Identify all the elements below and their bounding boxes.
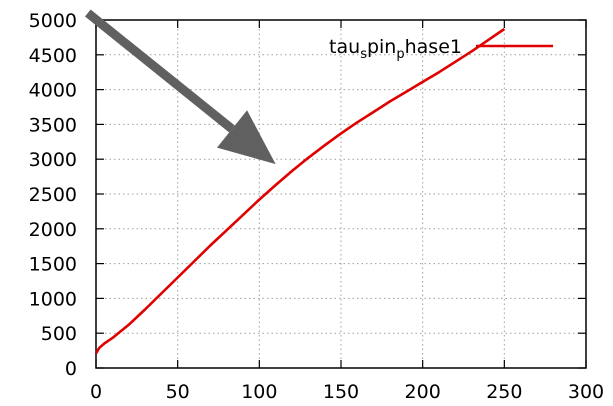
x-tick-label: 100 — [241, 381, 277, 403]
series-line — [94, 27, 506, 355]
y-tick-label: 4000 — [29, 80, 77, 102]
legend-text-part: tau — [329, 36, 360, 58]
x-tick-label: 150 — [323, 381, 359, 403]
y-tick-label: 5000 — [29, 10, 77, 32]
legend-text-part: s — [360, 47, 367, 62]
y-tick-label: 500 — [41, 323, 77, 345]
y-tick-label: 1000 — [29, 288, 77, 310]
y-tick-labels: 0 500 1000 1500 2000 2500 3000 3500 4000 4500 5000 — [29, 10, 77, 380]
x-tick-label: 50 — [166, 381, 190, 403]
y-tick-label: 3500 — [29, 114, 77, 136]
x-tick-label: 250 — [486, 381, 522, 403]
grid-lines — [96, 20, 586, 368]
legend-text-part: pin — [367, 36, 396, 58]
legend: tauspinphase1 — [329, 36, 553, 62]
x-tick-label: 200 — [405, 381, 441, 403]
y-tick-label: 3000 — [29, 149, 77, 171]
legend-label: tauspinphase1 — [329, 36, 462, 62]
annotations — [85, 9, 276, 165]
arrow-shaft — [85, 9, 235, 133]
y-tick-label: 0 — [65, 358, 77, 380]
y-tick-label: 2500 — [29, 184, 77, 206]
legend-text-part: p — [396, 47, 404, 62]
x-tick-label: 0 — [90, 381, 102, 403]
x-tick-label: 300 — [568, 381, 604, 403]
arrow-head — [216, 110, 276, 165]
series-lines — [94, 27, 506, 355]
y-tick-label: 1500 — [29, 254, 77, 276]
x-tick-labels: 0 50 100 150 200 250 300 — [90, 381, 604, 403]
y-tick-label: 2000 — [29, 219, 77, 241]
y-tick-label: 4500 — [29, 45, 77, 67]
legend-text-part: hase1 — [405, 36, 462, 58]
